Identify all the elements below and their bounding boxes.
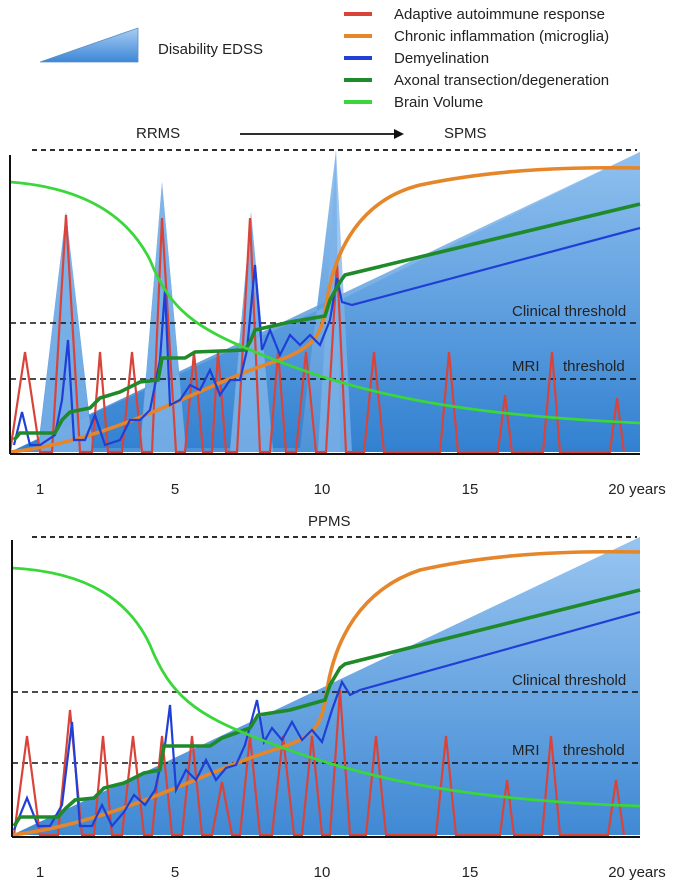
top-clinical-threshold-label: Clinical threshold: [512, 303, 626, 320]
disability-legend-wedge: [39, 27, 139, 63]
disability-legend-label: Disability EDSS: [158, 41, 263, 58]
bottom-adaptive-autoimmune-curve: [12, 689, 626, 837]
spms-label: SPMS: [444, 125, 487, 142]
rrms-label: RRMS: [136, 125, 180, 142]
top-demyelination-curve: [12, 226, 641, 447]
disability-peak-1: [38, 212, 93, 452]
legend-label-brain: Brain Volume: [394, 94, 483, 111]
bottom-axonal-degeneration-curve: [12, 588, 641, 827]
legend-label-axonal: Axonal transection/degeneration: [394, 72, 609, 89]
bottom-clinical-threshold-label: Clinical threshold: [512, 672, 626, 689]
bottom-x-tick-0: 1: [36, 864, 44, 881]
bottom-x-tick-1: 5: [171, 864, 179, 881]
top-x-tick-3: 15: [462, 481, 479, 498]
top-axonal-degeneration-curve: [12, 202, 641, 442]
top-x-tick-4: 20 years: [608, 481, 666, 498]
bottom-demyelination-curve: [12, 610, 641, 831]
top-x-ticks: 1 5 10 15 20 years: [36, 481, 666, 498]
legend-label-chronic: Chronic inflammation (microglia): [394, 28, 609, 45]
transition-arrow-head: [394, 129, 404, 139]
ppms-label: PPMS: [308, 513, 351, 530]
bottom-mri-label: MRI: [512, 742, 540, 759]
top-x-tick-0: 1: [36, 481, 44, 498]
top-panel: RRMS SPMS Clinical threshold MRI thresho…: [8, 125, 666, 498]
top-brain-volume-curve: [9, 180, 641, 425]
legend-label-adaptive: Adaptive autoimmune response: [394, 6, 605, 23]
top-x-tick-2: 10: [314, 481, 331, 498]
legend: Disability EDSS Adaptive autoimmune resp…: [39, 6, 609, 111]
top-mri-threshold-label: threshold: [563, 358, 625, 375]
bottom-x-tick-2: 10: [314, 864, 331, 881]
top-mri-label: MRI: [512, 358, 540, 375]
top-adaptive-autoimmune-curve: [8, 214, 626, 454]
legend-label-demyelination: Demyelination: [394, 50, 489, 67]
bottom-brain-volume-curve: [11, 566, 641, 808]
bottom-x-tick-3: 15: [462, 864, 479, 881]
top-x-tick-1: 5: [171, 481, 179, 498]
bottom-x-ticks: 1 5 10 15 20 years: [36, 864, 666, 881]
bottom-x-tick-4: 20 years: [608, 864, 666, 881]
bottom-mri-threshold-label: threshold: [563, 742, 625, 759]
